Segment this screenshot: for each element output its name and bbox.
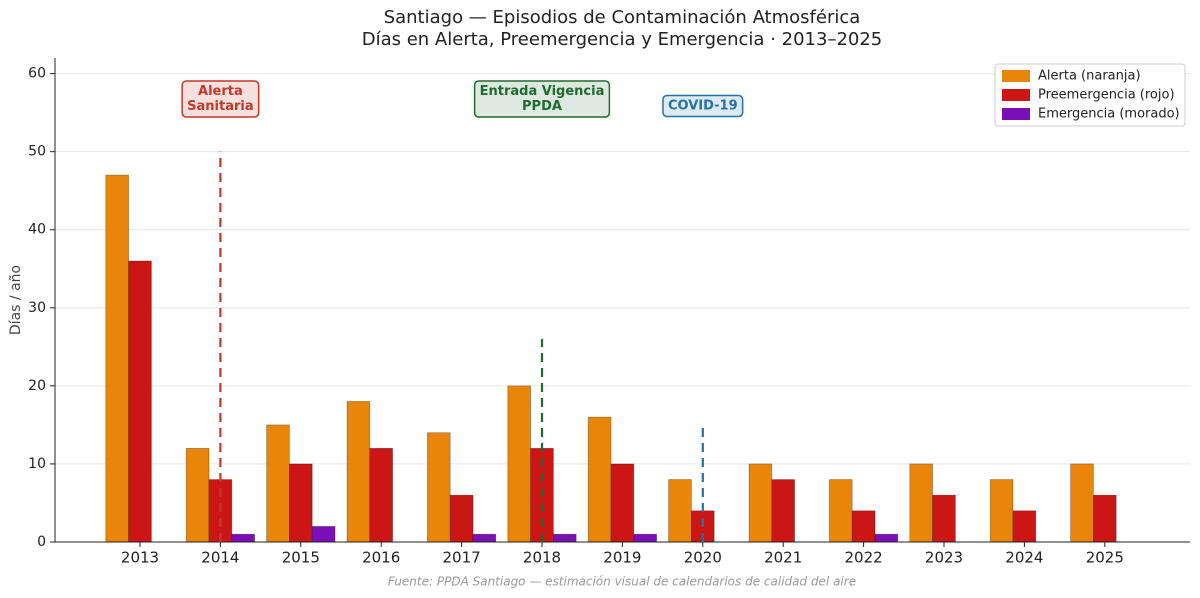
annotation-text: Sanitaria xyxy=(187,99,253,114)
bar xyxy=(932,494,956,543)
bar xyxy=(771,479,795,543)
annotation-text: COVID-19 xyxy=(668,99,738,114)
bar xyxy=(289,463,313,543)
x-tick-label: 2017 xyxy=(443,549,481,567)
annotation-box xyxy=(662,94,744,118)
bar xyxy=(449,494,474,543)
bar xyxy=(105,174,129,543)
annotation-text: PPDA xyxy=(522,99,562,114)
x-tick-label: 2019 xyxy=(603,549,641,567)
y-axis-label: Días / año xyxy=(8,265,24,335)
bar xyxy=(346,401,371,543)
bar xyxy=(128,260,152,543)
y-tick-label: 30 xyxy=(28,300,46,316)
bar xyxy=(909,463,933,543)
bar xyxy=(1070,463,1094,543)
bar xyxy=(748,463,773,543)
chart-title: Santiago — Episodios de Contaminación At… xyxy=(384,7,861,28)
y-tick-label: 10 xyxy=(28,456,46,472)
x-tick-label: 2013 xyxy=(121,549,159,567)
annotation-text: Entrada Vigencia xyxy=(480,84,605,99)
annotation-text: Alerta xyxy=(198,84,243,99)
bar xyxy=(311,526,336,543)
legend-swatch xyxy=(1002,108,1030,120)
bar xyxy=(266,424,290,543)
bar xyxy=(874,533,899,543)
annotation-label: COVID-19 xyxy=(662,94,744,118)
chart-subtitle: Días en Alerta, Preemergencia y Emergenc… xyxy=(362,29,883,50)
x-tick-label: 2021 xyxy=(764,549,802,567)
bar xyxy=(989,479,1014,543)
legend-swatch xyxy=(1002,89,1030,101)
y-tick-label: 0 xyxy=(37,534,46,550)
annotation-box xyxy=(181,80,260,118)
legend: Alerta (naranja) Preemergencia (rojo) Emer… xyxy=(994,63,1186,127)
bar xyxy=(633,533,657,543)
x-tick-label: 2020 xyxy=(684,549,722,567)
x-tick-label: 2022 xyxy=(845,549,883,567)
x-tick-label: 2014 xyxy=(201,549,239,567)
legend-label: Preemergencia (rojo) xyxy=(1038,88,1175,103)
legend-box xyxy=(994,63,1186,127)
x-tick-label: 2023 xyxy=(925,549,963,567)
bar xyxy=(507,385,531,543)
legend-label: Alerta (naranja) xyxy=(1038,69,1141,84)
x-tick-label: 2025 xyxy=(1086,549,1124,567)
annotation-box xyxy=(473,80,611,118)
bar xyxy=(851,510,876,543)
bar xyxy=(231,533,255,543)
x-tick-label: 2015 xyxy=(282,549,320,567)
bar xyxy=(1012,510,1037,543)
x-tick-label: 2016 xyxy=(362,549,400,567)
y-tick-label: 50 xyxy=(28,144,46,160)
bar xyxy=(369,447,393,543)
bar xyxy=(610,463,635,543)
bar xyxy=(587,416,612,543)
source-note: Fuente: PPDA Santiago — estimación visua… xyxy=(388,575,856,589)
x-tick-label: 2024 xyxy=(1005,549,1043,567)
bar xyxy=(553,533,577,543)
y-tick-label: 20 xyxy=(28,378,46,394)
bar xyxy=(829,479,853,543)
y-tick-label: 40 xyxy=(28,222,46,238)
bar xyxy=(472,533,497,543)
y-tick-label: 60 xyxy=(28,66,46,82)
grid xyxy=(55,73,1190,543)
bar xyxy=(427,432,451,543)
x-tick-label: 2018 xyxy=(523,549,561,567)
bar xyxy=(668,479,692,543)
legend-swatch xyxy=(1002,70,1030,82)
bar xyxy=(185,447,210,543)
legend-label: Emergencia (morado) xyxy=(1038,107,1180,122)
bar xyxy=(1093,494,1117,543)
